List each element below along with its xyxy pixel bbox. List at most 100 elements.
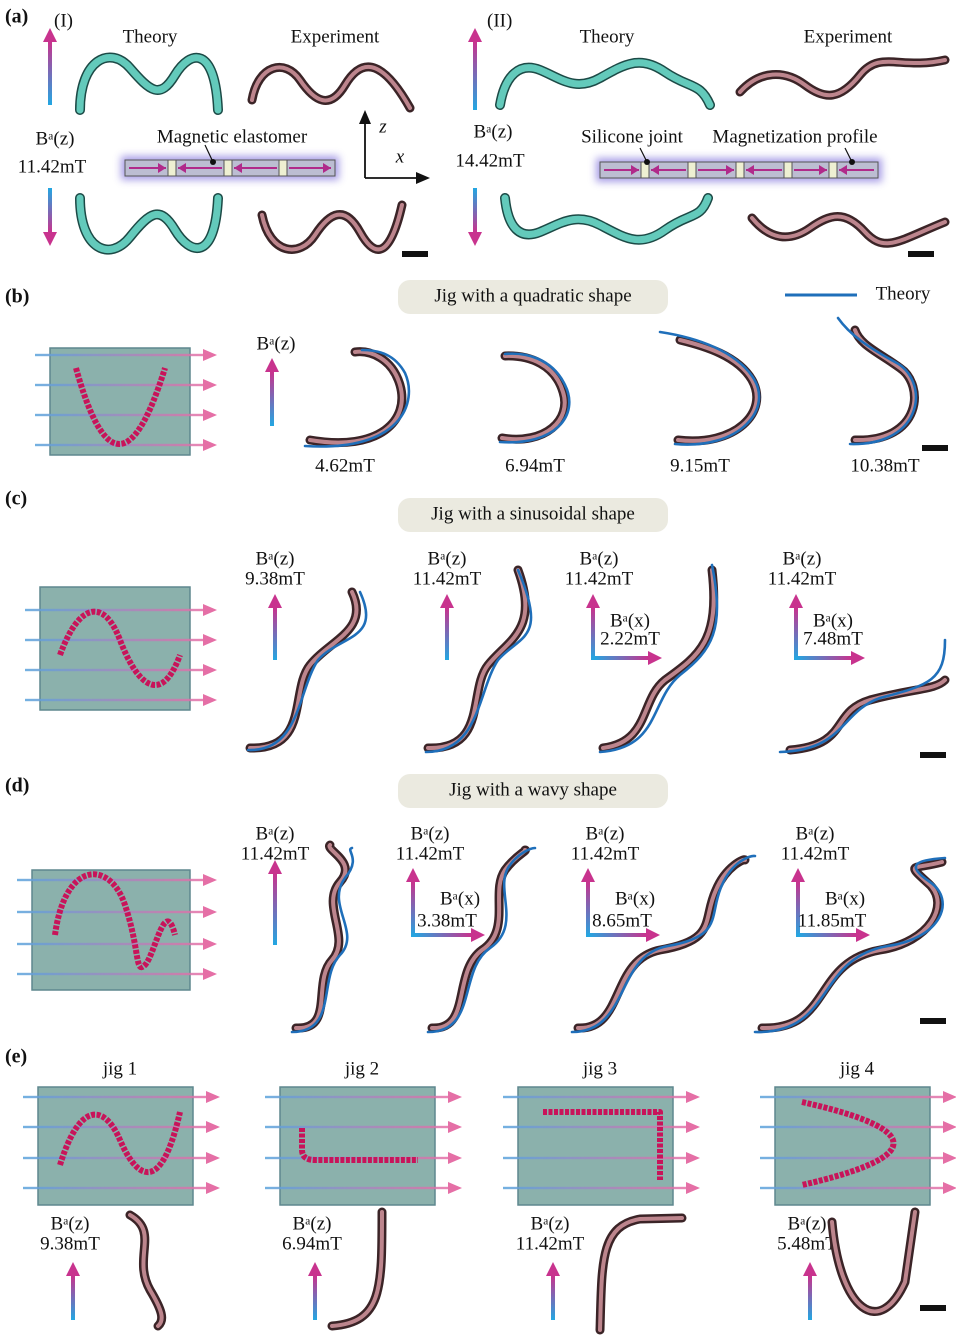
arrow-head: [268, 594, 282, 608]
field-arrow: [473, 42, 477, 110]
field-arrow: [593, 656, 648, 660]
field-value: 11.42mT: [768, 568, 837, 589]
field-line: [760, 1187, 943, 1189]
arrow-head: [546, 1262, 560, 1276]
field-value: 11.42mT: [781, 843, 850, 864]
field-arrow: [796, 656, 851, 660]
scale-bar: [920, 752, 946, 758]
panel-label: (a): [5, 6, 28, 28]
experiment-highlight: [600, 1218, 682, 1330]
field-line-head: [448, 1121, 462, 1133]
field-value: 11.42mT: [571, 843, 640, 864]
field-value: 11.42mT: [18, 156, 87, 177]
panel-label: (b): [5, 286, 29, 308]
theory-curve: [500, 354, 569, 443]
field-arrow: [551, 1276, 555, 1320]
field-value: 11.85mT: [798, 910, 867, 931]
part-label: (II): [487, 10, 512, 31]
field-line-head: [203, 694, 217, 706]
callout: Magnetization profile: [712, 126, 877, 147]
column-title: Experiment: [804, 26, 893, 47]
field-label: Bᵃ(z): [783, 548, 822, 569]
callout: Magnetic elastomer: [157, 126, 308, 147]
scale-bar: [908, 251, 934, 257]
pointer-dot: [849, 159, 855, 165]
silicone-joint: [829, 162, 837, 178]
theory-curve: [755, 858, 945, 1032]
field-line-head: [203, 938, 217, 950]
field-line-head: [943, 1121, 956, 1133]
field-value: 8.65mT: [592, 910, 652, 931]
field-line-head: [943, 1182, 956, 1194]
field-line-head: [203, 604, 217, 616]
field-line-head: [206, 1091, 220, 1103]
field-arrow: [445, 608, 449, 660]
axis-head: [359, 110, 371, 124]
field-label: Bᵃ(z): [293, 1213, 332, 1234]
experiment-highlight: [790, 680, 945, 750]
field-arrow: [586, 882, 590, 937]
field-label: Bᵃ(z): [257, 333, 296, 354]
field-line: [25, 639, 203, 641]
experiment-highlight: [432, 850, 525, 1028]
field-arrow: [413, 933, 471, 937]
axis-label: z: [378, 116, 387, 137]
jig-title: jig 3: [582, 1058, 617, 1079]
field-line-head: [943, 1091, 956, 1103]
field-line: [23, 1096, 206, 1098]
field-line: [760, 1126, 943, 1128]
experiment-highlight: [832, 1212, 915, 1311]
field-line-head: [203, 634, 217, 646]
experiment-strip: [762, 862, 942, 1028]
arrow-head: [791, 868, 805, 882]
experiment-strip: [432, 850, 525, 1028]
field-label: Bᵃ(z): [531, 1213, 570, 1234]
field-arrow: [411, 882, 415, 937]
arrow-head: [265, 358, 279, 372]
scale-bar: [402, 251, 428, 257]
field-label: Bᵃ(z): [474, 121, 513, 142]
part-label: (I): [54, 10, 73, 31]
arrow-head: [66, 1262, 80, 1276]
field-arrow: [794, 608, 798, 660]
field-line-head: [206, 1121, 220, 1133]
field-arrow: [808, 1276, 812, 1320]
field-line-head: [203, 664, 217, 676]
legend-text: Theory: [876, 283, 931, 304]
field-line-head: [448, 1182, 462, 1194]
field-value: 11.42mT: [396, 843, 465, 864]
field-value: 4.62mT: [315, 455, 375, 476]
figure: (a)(I)TheoryExperimentBᵃ(z)11.42mTMagnet…: [0, 0, 956, 1336]
field-line: [265, 1096, 448, 1098]
silicone-joint: [224, 160, 232, 176]
experiment-highlight: [296, 845, 345, 1028]
silicone-joint: [168, 160, 176, 176]
field-value: 6.94mT: [505, 455, 565, 476]
scale-bar: [922, 445, 948, 451]
field-line: [35, 384, 203, 386]
arrow-head: [440, 594, 454, 608]
field-value: 11.42mT: [516, 1233, 585, 1254]
arrow-head: [803, 1262, 817, 1276]
experiment-strip: [250, 592, 357, 748]
field-line-head: [203, 906, 217, 918]
field-arrow: [591, 608, 595, 660]
field-label: Bᵃ(x): [615, 888, 655, 909]
field-label: Bᵃ(z): [51, 1213, 90, 1234]
field-arrow: [273, 874, 277, 945]
field-line: [503, 1187, 686, 1189]
theory-shape: [80, 198, 218, 250]
field-label: Bᵃ(z): [411, 823, 450, 844]
theory-shape-outline: [80, 198, 218, 250]
field-line: [23, 1187, 206, 1189]
axis-label: x: [395, 146, 405, 167]
panel-label: (d): [5, 775, 29, 797]
experiment-highlight: [762, 862, 942, 1028]
theory-curve: [426, 570, 531, 752]
field-arrow: [270, 372, 274, 426]
experiment-strip: [262, 205, 402, 249]
arrow-head: [308, 1262, 322, 1276]
field-arrow: [798, 933, 856, 937]
theory-curve: [428, 848, 535, 1032]
silicone-joint: [736, 162, 744, 178]
